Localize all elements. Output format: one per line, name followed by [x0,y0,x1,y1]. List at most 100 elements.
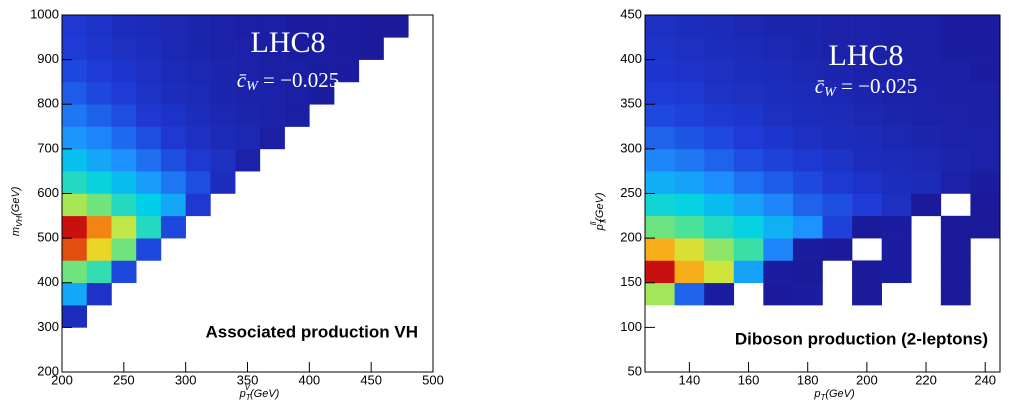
x-tick-label: 300 [175,372,197,387]
heatmap-cell [259,104,285,127]
heatmap-cell [235,148,261,172]
heatmap-cell [309,15,335,38]
axis-title: mVH(GeV) [10,186,24,236]
heatmap-cell [792,37,823,60]
heatmap-cell [852,104,882,127]
heatmap-cell [881,193,912,217]
y-tick-label: 150 [620,274,642,289]
heatmap-cell [334,59,360,83]
heatmap-cell [86,104,112,127]
y-tick-label: 300 [37,319,59,334]
heatmap-cell [940,282,971,306]
heatmap-cell [792,15,823,38]
heatmap-cell [136,171,162,194]
heatmap-cell [704,171,735,194]
heatmap-cell [86,59,112,83]
heatmap-cell [970,59,1001,83]
heatmap-cell [704,148,735,172]
heatmap-cell [86,260,112,284]
heatmap-cell [733,171,764,194]
heatmap-cell [704,81,735,105]
heatmap-cell [86,148,112,172]
x-tick-label: 160 [738,372,760,387]
heatmap-cell [733,104,764,127]
axis-title-sub: T [246,393,252,402]
heatmap-cell [185,15,211,38]
heatmap-cell [62,282,88,306]
heatmap-cell [940,148,971,172]
x-tick-label: 400 [298,372,320,387]
heatmap-cell [62,305,88,328]
heatmap-cell [136,59,162,83]
heatmap-cell [235,81,261,105]
heatmap-cell [704,193,735,217]
heatmap-cell [911,81,942,105]
heatmap-cell [822,148,853,172]
heatmap-cell [911,15,942,38]
heatmap-cell [911,148,942,172]
formula: c̄W = −0.025 [815,74,917,100]
formula-sub: W [246,79,259,94]
axis-title-base: m [10,227,22,236]
heatmap-cell [674,215,705,239]
heatmap-cell [763,81,794,105]
heatmap-cell [704,282,735,306]
y-tick-label: 700 [37,140,59,155]
heatmap-cell [259,126,285,150]
heatmap-cell [185,81,211,105]
heatmap-cell [674,104,705,127]
heatmap-cell [852,81,882,105]
heatmap-cell [136,37,162,60]
x-tick-label: 350 [237,372,259,387]
heatmap-cell [111,59,137,83]
heatmap-cell [62,59,88,83]
heatmap-cell [160,193,186,217]
heatmap-cell [111,215,137,239]
heatmap-cell [645,15,675,38]
heatmap-cell [852,15,882,38]
heatmap-cell [763,104,794,127]
heatmap-cell [86,15,112,38]
heatmap-cell [674,126,705,150]
heatmap-cell [645,171,675,194]
axis-title-unit: (GeV) [825,388,855,400]
axis-title-sup: V [245,383,251,392]
heatmap-cell [136,126,162,150]
heatmap-cell [259,59,285,83]
y-tick-label: 200 [37,363,59,378]
heatmap-cell [763,59,794,83]
heatmap-cell [111,238,137,261]
heatmap-cell [111,171,137,194]
heatmap-cell [62,104,88,127]
heatmap-cell [309,37,335,60]
heatmap-cell [763,238,794,261]
heatmap-cell [210,104,236,127]
heatmap-cell [792,260,823,284]
axis-title-unit: (GeV) [594,192,606,222]
heatmap-cell [86,171,112,194]
heatmap-cell [62,15,88,38]
heatmap-cell [383,15,409,38]
heatmap-cell [259,37,285,60]
heatmap-cell [645,104,675,127]
heatmap-cell [645,193,675,217]
x-tick-label: 450 [360,372,382,387]
heatmap-cell [733,193,764,217]
heatmap-cell [645,59,675,83]
heatmap-cell [185,148,211,172]
axis-title: pT(GeV) [813,388,855,402]
heatmap-cell [674,37,705,60]
heatmap-cell [733,37,764,60]
heatmap-cell [763,126,794,150]
heatmap-cell [940,238,971,261]
heatmap-cell [763,37,794,60]
heatmap-cell [822,215,853,239]
heatmap-cell [86,37,112,60]
axis-title: pTV(GeV) [239,383,280,402]
heatmap-cell [235,15,261,38]
formula-text: = −0.025 [258,68,339,92]
x-tick-label: 200 [51,372,73,387]
heatmap-cell [822,171,853,194]
heatmap-cell [970,193,1001,217]
heatmap-cell [309,59,335,83]
